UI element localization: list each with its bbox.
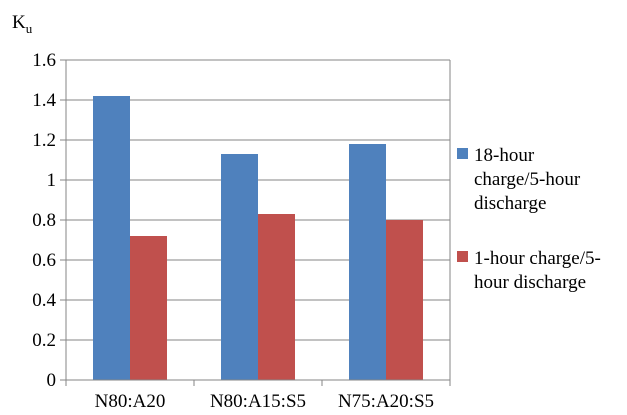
x-category-label: N80:A15:S5 — [210, 391, 306, 412]
bar-series-2 — [258, 214, 295, 380]
y-tick-label: 1.6 — [32, 50, 56, 71]
y-tick-label: 0.6 — [32, 250, 56, 271]
y-tick-label: 0.8 — [32, 210, 56, 231]
bar-series-1 — [93, 96, 130, 380]
y-tick-label: 1 — [47, 170, 57, 191]
bar-series-2 — [386, 220, 423, 380]
x-category-label: N80:A20 — [95, 391, 166, 412]
y-axis: 0 0.2 0.4 0.6 0.8 1 1.2 1.4 1.6 — [32, 50, 66, 391]
y-tick-label: 1.4 — [32, 90, 56, 111]
y-axis-label-main: K — [12, 12, 26, 33]
y-tick-label: 0.4 — [32, 290, 56, 311]
x-axis: N80:A20 N80:A15:S5 N75:A20:S5 — [66, 380, 450, 412]
legend: 18-hour charge/5-hour discharge 1-hour char… — [457, 145, 601, 293]
legend-label: charge/5-hour — [474, 169, 581, 190]
y-axis-label-subscript: u — [26, 21, 33, 36]
y-axis-label: Ku — [12, 12, 33, 36]
legend-swatch — [457, 251, 468, 262]
legend-label: hour discharge — [474, 272, 586, 293]
y-tick-label: 0.2 — [32, 330, 56, 351]
bar-series-1 — [349, 144, 386, 380]
bar-series-1 — [221, 154, 258, 380]
legend-label: 1-hour charge/5- — [474, 248, 601, 269]
y-tick-label: 1.2 — [32, 130, 56, 151]
bars — [93, 96, 423, 380]
legend-label: 18-hour — [474, 145, 535, 166]
legend-swatch — [457, 148, 468, 159]
y-tick-label: 0 — [47, 370, 57, 391]
legend-label: discharge — [474, 193, 546, 214]
bar-series-2 — [130, 236, 167, 380]
x-category-label: N75:A20:S5 — [338, 391, 434, 412]
